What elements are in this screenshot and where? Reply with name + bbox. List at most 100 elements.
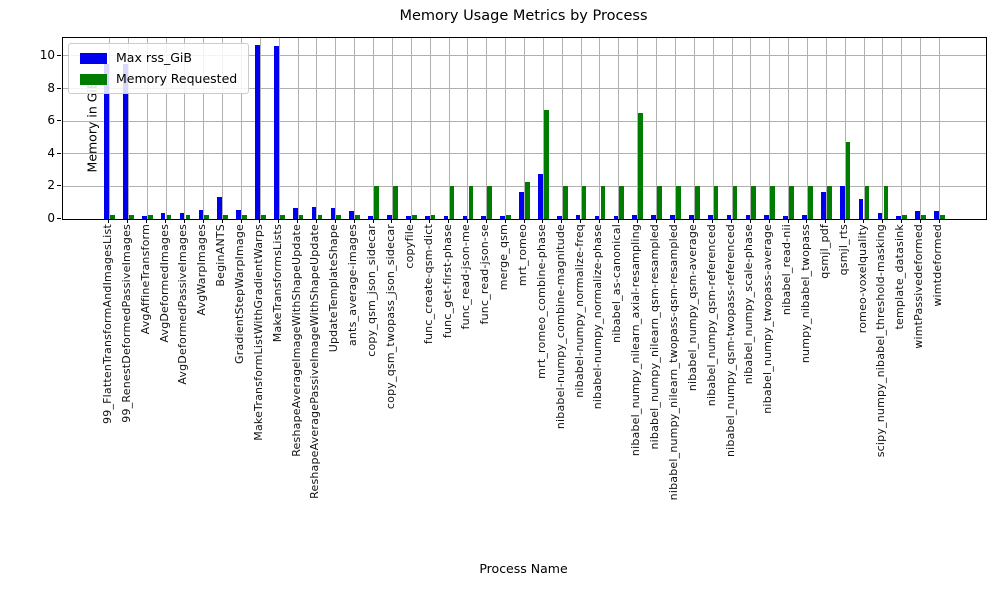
x-tick-label: ReshapeAverageImageWithShapeUpdate [289, 224, 303, 457]
bar-max-rss [519, 192, 524, 219]
bar-memory-requested [185, 214, 191, 219]
gridline-vertical [637, 38, 639, 219]
x-tick-label: nibabel_numpy_nilearn_twopass-qsm-resamp… [666, 224, 680, 501]
x-tick-mark [598, 219, 600, 223]
bar-max-rss [707, 214, 713, 219]
bar-max-rss [877, 212, 883, 219]
bar-memory-requested [393, 186, 398, 219]
x-tick-label: copyfile [402, 224, 416, 269]
bar-max-rss [311, 206, 317, 219]
x-tick-label: AvgDeformedImages [157, 224, 171, 343]
gridline-vertical [920, 38, 922, 219]
bar-max-rss [538, 174, 543, 219]
gridline-vertical [712, 38, 714, 219]
bar-max-rss [160, 213, 166, 219]
gridline-vertical [561, 38, 563, 219]
gridline-vertical [203, 38, 205, 219]
gridline-vertical [354, 38, 356, 219]
x-tick-label: scipy_numpy_nibabel_threshold-masking [874, 224, 888, 458]
x-tick-mark [108, 219, 110, 223]
bar-max-rss [821, 192, 826, 219]
bar-max-rss [915, 210, 921, 219]
x-tick-label: nibabel_numpy_nilearn_axial-resampling [629, 224, 643, 457]
x-tick-label: AvgWarpImages [195, 224, 209, 316]
x-tick-label: wimtPassivedeformed [912, 224, 926, 349]
bar-memory-requested [562, 186, 568, 219]
x-tick-label: nibabel-numpy_normalize-phase [591, 224, 605, 410]
gridline-vertical [429, 38, 431, 219]
y-tick-mark [57, 218, 61, 219]
x-tick-label: nibabel_numpy_scale-phase [742, 224, 756, 385]
x-tick-mark [466, 219, 468, 223]
gridline-vertical [184, 38, 186, 219]
bar-max-rss [651, 214, 656, 219]
bar-max-rss [443, 215, 449, 219]
bar-memory-requested [770, 186, 775, 219]
bar-memory-requested [694, 186, 700, 219]
gridline-vertical [165, 38, 167, 219]
gridline-vertical [618, 38, 620, 219]
bar-memory-requested [430, 214, 436, 219]
bar-memory-requested [374, 186, 379, 219]
bar-memory-requested [355, 214, 360, 219]
bar-max-rss [462, 215, 468, 219]
x-tick-mark [315, 219, 317, 223]
x-tick-label: copy_qsm_json_sidecar [365, 224, 379, 357]
y-tick-mark [57, 54, 61, 56]
bar-max-rss [726, 214, 732, 219]
x-tick-label: mrt_romeo [516, 224, 529, 287]
bar-memory-requested [317, 214, 323, 219]
x-tick-mark [919, 219, 921, 223]
bar-memory-requested [883, 186, 889, 219]
bar-max-rss [141, 215, 147, 219]
gridline-vertical [599, 38, 601, 219]
gridline-vertical [146, 38, 148, 219]
gridline-vertical [505, 38, 507, 219]
x-tick-mark [825, 219, 827, 223]
x-tick-label: nibabel-numpy_combine-magnitude [553, 224, 567, 430]
bar-memory-requested [298, 214, 304, 219]
bar-max-rss [613, 215, 619, 219]
bar-memory-requested [940, 214, 945, 219]
legend-label-max-rss: Max rss_GiB [116, 50, 192, 65]
x-tick-mark [165, 219, 167, 223]
x-tick-label: MakeTransformListWithGradientWarps [251, 224, 265, 441]
bar-memory-requested [223, 214, 228, 219]
y-tick-mark [57, 185, 61, 187]
x-tick-mark [674, 219, 676, 223]
x-tick-mark [240, 219, 242, 223]
y-tick-label: 6 [47, 113, 55, 128]
legend-entry-max-rss: Max rss_GiB [80, 51, 237, 65]
x-tick-label: nibabel-numpy_normalize-freq [572, 224, 586, 398]
x-tick-label: copy_qsm_twopass_json_sidecar [383, 224, 397, 410]
bar-max-rss [424, 215, 430, 219]
x-tick-mark [938, 219, 940, 223]
gridline-vertical [297, 38, 299, 219]
bar-max-rss [123, 64, 128, 219]
gridline-vertical [335, 38, 337, 219]
x-tick-label: GradientStepWarpImage [233, 224, 247, 364]
gridline-vertical [844, 38, 846, 219]
bar-max-rss [783, 215, 788, 219]
x-tick-label: romeo-voxelquality [855, 224, 869, 334]
gridline-vertical [410, 38, 412, 219]
bar-memory-requested [921, 214, 926, 219]
bar-max-rss [802, 214, 807, 219]
bar-memory-requested [449, 186, 455, 219]
gridline-vertical [467, 38, 469, 219]
x-tick-label: func_get-first-phase [440, 224, 454, 339]
x-tick-label: ants_average-images [346, 224, 360, 347]
bar-memory-requested [619, 186, 625, 219]
bar-max-rss [198, 210, 204, 219]
x-tick-mark [391, 219, 393, 223]
x-tick-mark [127, 219, 129, 223]
gridline-vertical [750, 38, 752, 219]
gridline-vertical [825, 38, 827, 219]
x-tick-mark [202, 219, 204, 223]
legend-swatch-green [80, 73, 107, 85]
bar-memory-requested [676, 186, 681, 219]
bar-max-rss [330, 208, 336, 219]
bar-memory-requested [128, 214, 134, 219]
bar-memory-requested [110, 214, 115, 219]
bar-max-rss [104, 64, 109, 219]
